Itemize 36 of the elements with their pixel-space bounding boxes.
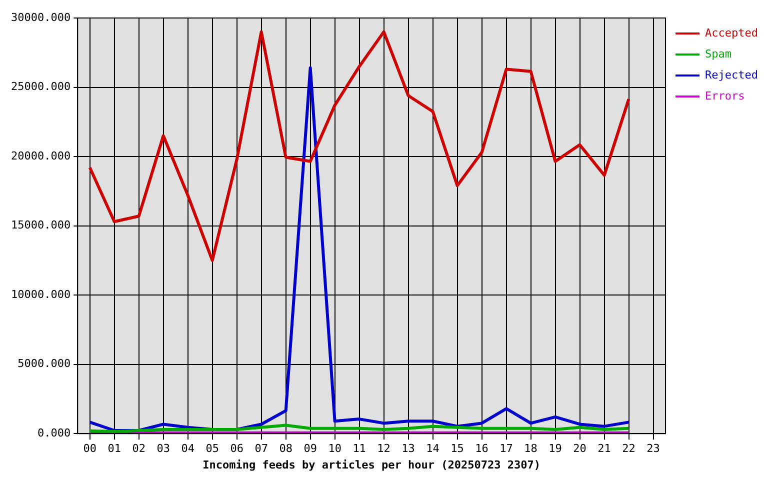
x-tick-label: 11	[352, 442, 366, 456]
x-tick-label: 13	[402, 442, 415, 456]
x-tick-label: 03	[156, 442, 170, 456]
x-tick-label: 21	[598, 442, 611, 456]
x-tick-label: 08	[279, 442, 292, 456]
y-tick-label: 15000.000	[10, 218, 71, 232]
y-tick-label: 5000.000	[18, 357, 71, 370]
x-tick-label: 14	[426, 442, 440, 456]
x-tick-label: 23	[646, 442, 660, 456]
x-tick-label: 10	[328, 442, 342, 456]
y-tick-label: 10000.000	[10, 288, 71, 301]
x-tick-label: 12	[377, 442, 390, 456]
x-tick-label: 06	[230, 442, 244, 456]
x-tick-label: 02	[132, 442, 146, 456]
x-tick-label: 04	[181, 442, 195, 456]
y-tick-label: 20000.000	[10, 149, 71, 162]
x-axis-title: Incoming feeds by articles per hour (20250723 2307)	[202, 458, 540, 472]
legend-label: Accepted	[705, 26, 758, 40]
legend-label: Spam	[705, 47, 732, 60]
x-tick-label: 18	[524, 442, 538, 456]
x-tick-label: 07	[254, 442, 268, 456]
x-tick-label: 19	[548, 442, 562, 456]
x-tick-label: 00	[83, 442, 96, 456]
x-tick-label: 22	[622, 442, 636, 456]
legend-label: Errors	[705, 89, 745, 102]
y-tick-label: 25000.000	[10, 80, 71, 94]
x-tick-label: 17	[500, 442, 513, 456]
x-tick-label: 16	[475, 442, 488, 456]
x-tick-label: 09	[304, 442, 317, 456]
x-tick-label: 05	[206, 442, 219, 456]
legend-label: Rejected	[705, 68, 758, 82]
y-tick-label: 30000.000	[10, 10, 71, 24]
x-tick-label: 01	[108, 442, 121, 456]
x-tick-label: 20	[573, 442, 586, 456]
x-tick-label: 15	[450, 442, 464, 456]
y-tick-label: 0.000	[37, 426, 71, 440]
